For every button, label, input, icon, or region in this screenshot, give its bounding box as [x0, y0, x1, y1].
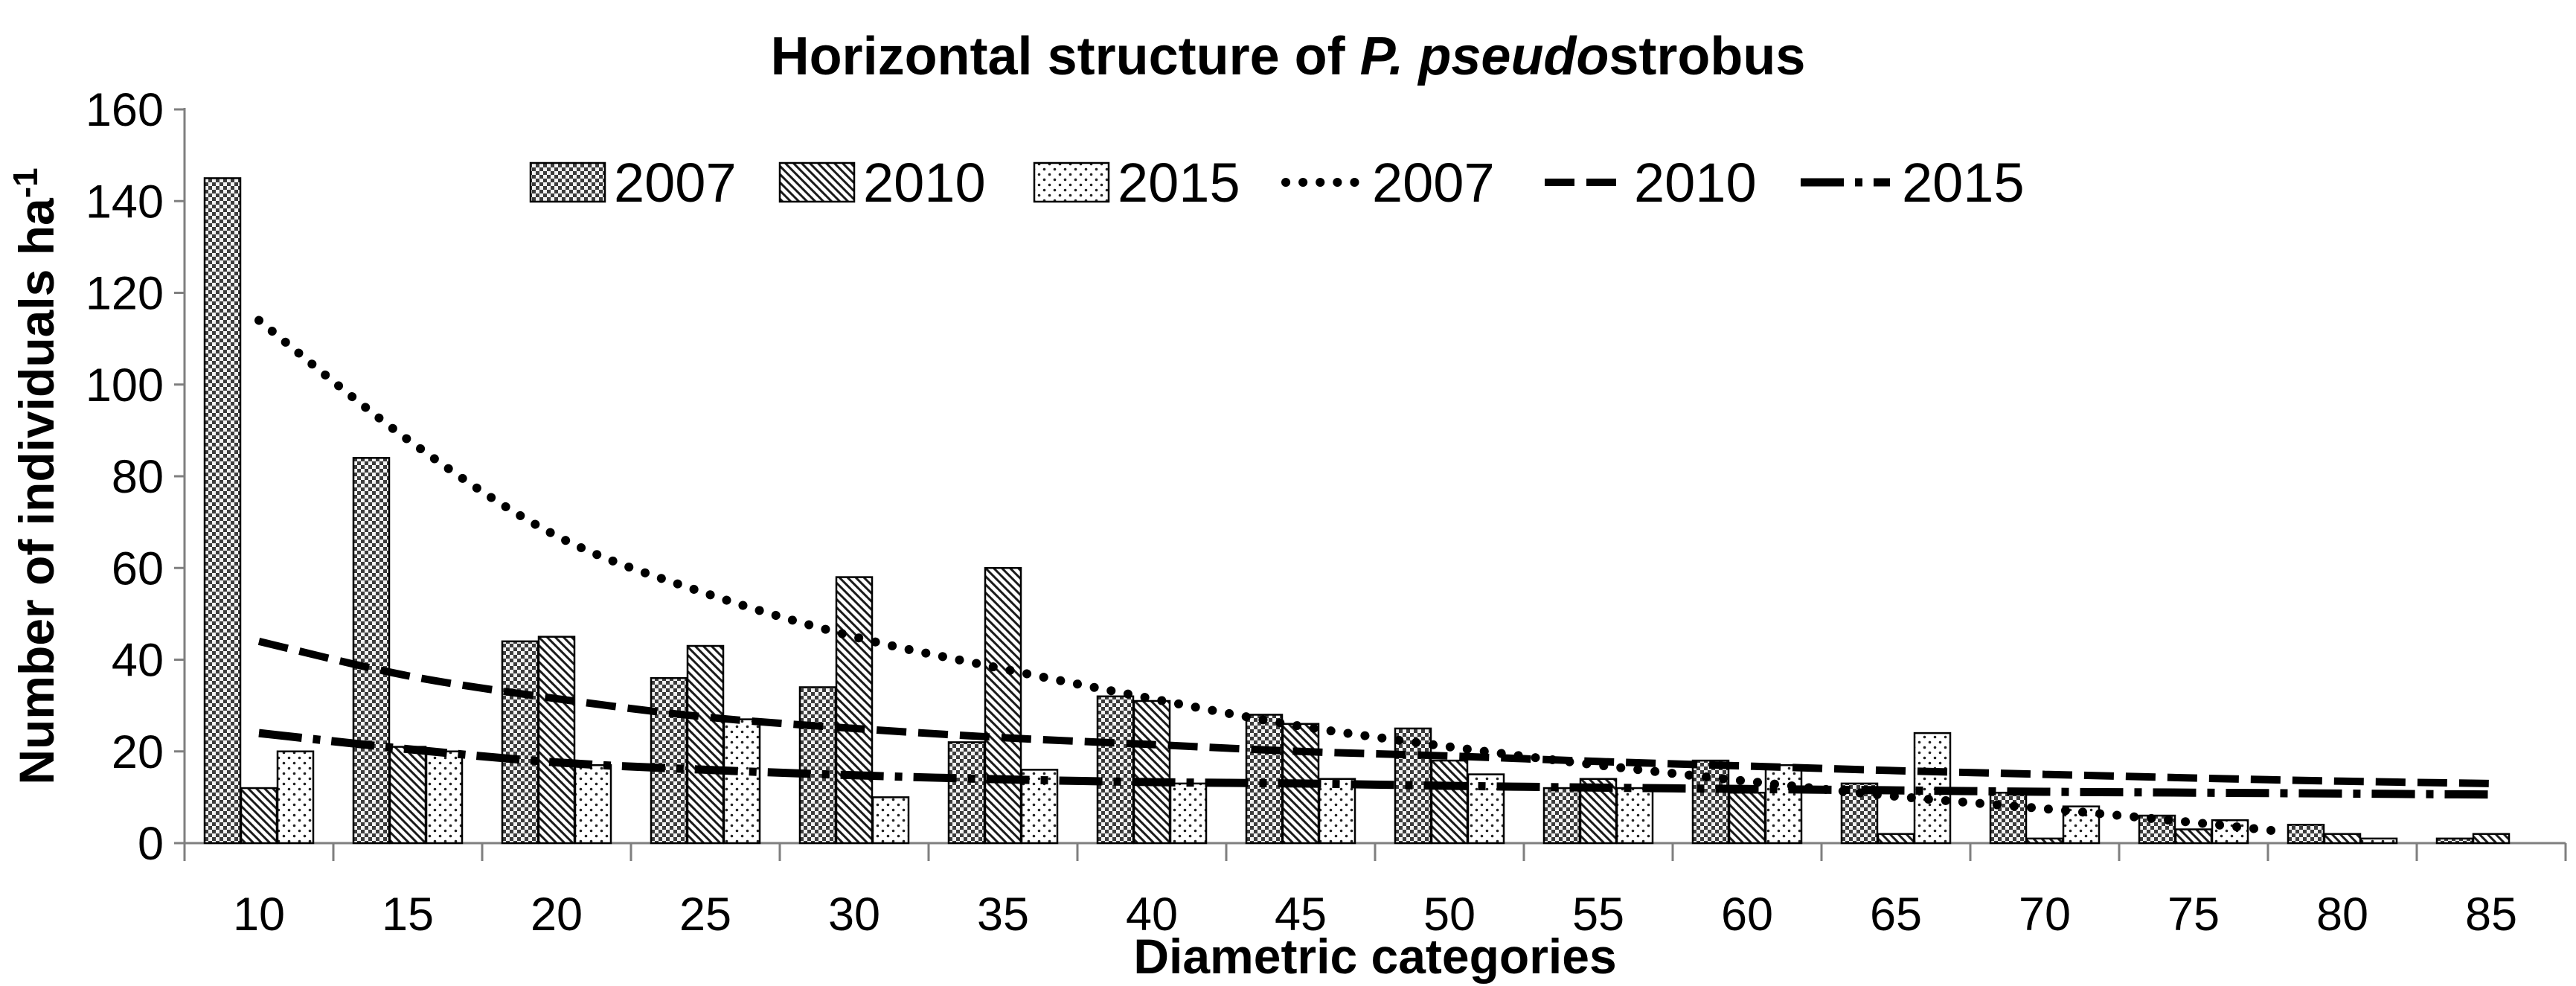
x-tick-label: 80 — [2316, 889, 2368, 941]
bar-2007-cat-40 — [1096, 695, 1135, 845]
x-tick-label: 60 — [1721, 889, 1773, 941]
trendline-2010-dashed — [257, 638, 2492, 787]
bar-2007-cat-80 — [2287, 824, 2325, 845]
x-ticks: 10 15 20 25 30 35 40 45 50 55 60 65 70 75 80 85 — [183, 843, 2567, 941]
bar-2015-cat-45 — [1318, 778, 1356, 845]
x-tick-label: 50 — [1423, 889, 1476, 941]
bar-2015-cat-55 — [1615, 787, 1654, 845]
y-tick-label: 160 — [86, 84, 164, 136]
bar-2007-cat-55 — [1542, 787, 1581, 845]
bar-2010-cat-25 — [686, 644, 725, 845]
legend-swatch-2010-bars — [778, 161, 856, 203]
x-tick-label: 15 — [382, 889, 434, 941]
bar-2010-cat-85 — [2472, 833, 2511, 845]
x-tick-label: 85 — [2465, 889, 2517, 941]
legend-swatch-2007-bars — [529, 161, 606, 203]
y-tick-label: 80 — [112, 451, 164, 503]
bar-2007-cat-25 — [650, 676, 688, 845]
bar-2015-cat-25 — [723, 718, 761, 845]
bars-layer — [203, 177, 2511, 845]
bar-2007-cat-35 — [947, 741, 986, 845]
bar-2010-cat-20 — [537, 636, 576, 845]
chart-title: Horizontal structure of P. pseudostrobus — [771, 27, 1806, 86]
y-tick-label: 40 — [112, 635, 164, 687]
x-tick-label: 30 — [828, 889, 880, 941]
y-ticks: 0 20 40 60 80 100 120 140 160 — [86, 84, 185, 870]
y-axis-title: Number of individuals ha-1 — [6, 167, 64, 784]
legend-label-2015-line: 2015 — [1902, 152, 2025, 214]
x-tick-label: 70 — [2019, 889, 2071, 941]
x-tick-label: 55 — [1572, 889, 1624, 941]
bar-2007-cat-30 — [798, 686, 837, 845]
legend-swatch-2015-bars — [1033, 161, 1110, 203]
y-tick-label: 0 — [138, 818, 164, 870]
y-tick-label: 20 — [112, 726, 164, 778]
x-tick-label: 65 — [1870, 889, 1922, 941]
bar-2010-cat-30 — [835, 576, 874, 845]
x-tick-label: 10 — [233, 889, 285, 941]
x-tick-label: 45 — [1275, 889, 1327, 941]
bar-2015-cat-80 — [2359, 837, 2398, 845]
bar-2015-cat-35 — [1020, 769, 1059, 845]
bar-2010-cat-75 — [2174, 828, 2213, 845]
bar-2007-cat-60 — [1691, 759, 1730, 845]
bar-2010-cat-60 — [1728, 791, 1766, 845]
bar-2015-cat-60 — [1764, 763, 1803, 845]
legend-label-2007-bars: 2007 — [614, 152, 737, 214]
bar-2015-cat-20 — [574, 763, 612, 845]
bar-2010-cat-10 — [240, 787, 278, 845]
legend-label-2010-bars: 2010 — [863, 152, 986, 214]
x-axis-title: Diametric categories — [1133, 929, 1616, 984]
legend: 2007 2010 2015 2007 2010 2015 — [529, 152, 2025, 214]
bar-2007-cat-20 — [501, 640, 539, 845]
bar-2007-cat-85 — [2435, 837, 2474, 845]
bar-2010-cat-80 — [2323, 833, 2362, 845]
bar-2010-cat-40 — [1132, 700, 1171, 845]
bar-2010-cat-15 — [388, 746, 427, 845]
y-tick-label: 60 — [112, 542, 164, 595]
bar-2007-cat-45 — [1245, 714, 1284, 845]
bar-2010-cat-70 — [2025, 837, 2064, 845]
legend-label-2007-line: 2007 — [1372, 152, 1495, 214]
bar-2010-cat-65 — [1877, 833, 1915, 845]
bar-2010-cat-35 — [984, 567, 1022, 845]
x-tick-label: 75 — [2168, 889, 2220, 941]
x-tick-label: 35 — [977, 889, 1029, 941]
legend-label-2015-bars: 2015 — [1118, 152, 1240, 214]
trendline-2015-dashdot — [258, 729, 2492, 799]
bar-2007-cat-70 — [1989, 791, 2028, 845]
bar-2015-cat-10 — [276, 750, 315, 845]
x-tick-label: 25 — [679, 889, 731, 941]
bar-2010-cat-50 — [1430, 759, 1469, 845]
y-tick-label: 120 — [86, 268, 164, 320]
x-tick-label: 20 — [531, 889, 583, 941]
legend-label-2010-line: 2010 — [1634, 152, 1757, 214]
trendline-2007-dotted — [254, 316, 2287, 836]
x-tick-label: 40 — [1126, 889, 1178, 941]
bar-2015-cat-30 — [871, 796, 910, 845]
y-tick-label: 140 — [86, 176, 164, 228]
bar-2015-cat-15 — [425, 750, 464, 845]
bar-2015-cat-40 — [1169, 782, 1208, 845]
trendlines-layer — [254, 316, 2492, 836]
bar-2007-cat-15 — [352, 457, 391, 845]
bar-2007-cat-10 — [203, 177, 242, 845]
y-tick-label: 100 — [86, 359, 164, 412]
